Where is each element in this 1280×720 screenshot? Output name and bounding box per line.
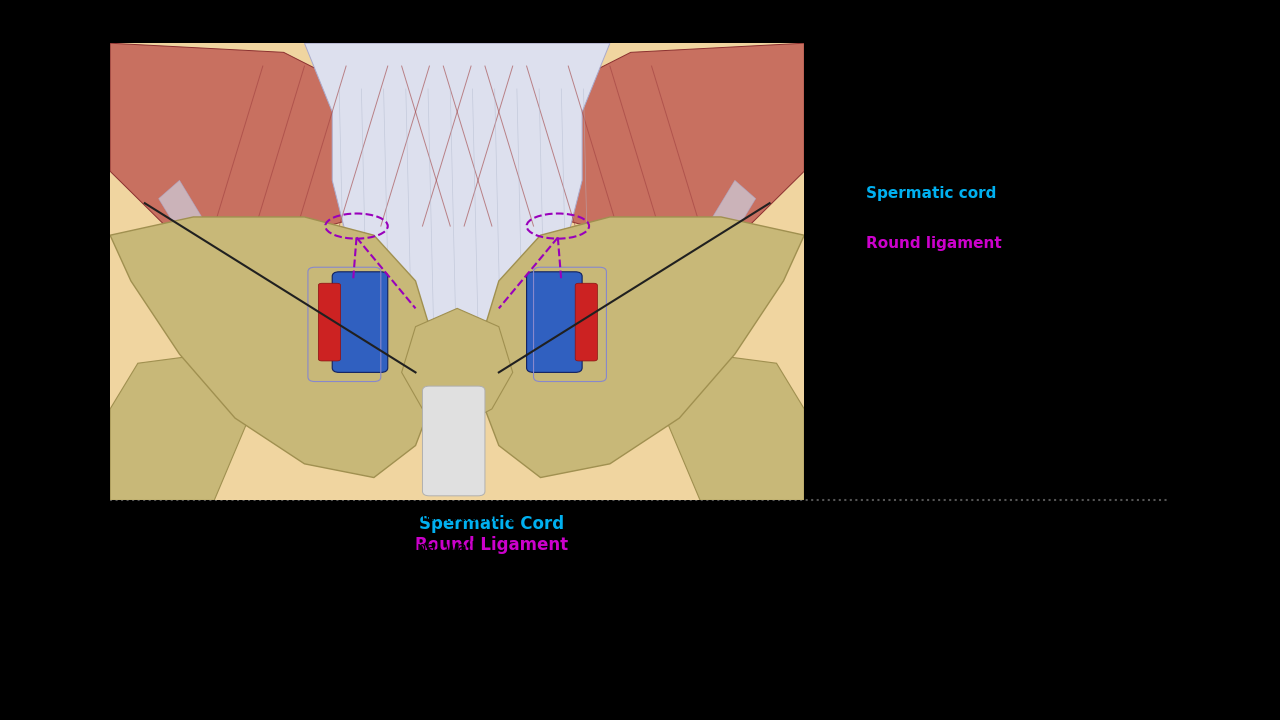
Text: Formed by folds of the: Formed by folds of the — [169, 592, 347, 607]
Text: •: • — [841, 186, 850, 201]
Text: Rectus Sheath: Rectus Sheath — [577, 55, 713, 73]
Text: Inguinal ligament: Inguinal ligament — [625, 592, 776, 607]
Text: the pubic tubercle: the pubic tubercle — [625, 661, 765, 676]
Text: •: • — [607, 592, 616, 610]
Text: Linea alba: Linea alba — [511, 78, 589, 92]
Text: Superficial Inguinal Ring: Superficial Inguinal Ring — [202, 516, 431, 533]
Text: Deep Inguinal Ring: Deep Inguinal Ring — [324, 55, 500, 73]
Text: (: ( — [581, 516, 588, 533]
Text: of the inguinal: of the inguinal — [937, 115, 1052, 130]
Text: deep inguinal: deep inguinal — [860, 509, 977, 524]
Text: F: F — [589, 536, 600, 554]
Text: The Inguinal Ligament & Inguinal Canal (I): The Inguinal Ligament & Inguinal Canal (… — [292, 18, 988, 46]
Text: uterus (F): uterus (F) — [865, 266, 941, 282]
Text: abdominal oblique: abdominal oblique — [169, 626, 325, 642]
Text: (: ( — [581, 536, 588, 554]
Text: ): ) — [600, 536, 607, 554]
Text: •: • — [838, 361, 847, 377]
Text: Anterior
superior
iliac
spine: Anterior superior iliac spine — [179, 132, 242, 199]
Text: cavity through the anterior abdominal wall: cavity through the anterior abdominal wa… — [148, 541, 476, 557]
Text: •: • — [607, 509, 616, 527]
Text: •: • — [129, 509, 140, 527]
FancyBboxPatch shape — [575, 283, 598, 361]
Polygon shape — [159, 181, 388, 318]
Text: Inguinal Ligament: Inguinal Ligament — [699, 516, 868, 533]
Text: | fibrous band extending: | fibrous band extending — [795, 592, 987, 608]
Text: from the anterior superior iliac spine (ASIS) to: from the anterior superior iliac spine (… — [625, 626, 978, 642]
Polygon shape — [110, 354, 248, 500]
Text: Round ligament: Round ligament — [865, 236, 1001, 251]
Text: Round Ligament: Round Ligament — [415, 536, 568, 554]
Text: and: and — [826, 509, 864, 524]
Text: ): ) — [600, 516, 607, 533]
Text: rings: rings — [625, 544, 668, 559]
Text: | passage from the abdominal: | passage from the abdominal — [285, 509, 521, 525]
Text: External
oblique
muscle: External oblique muscle — [762, 137, 826, 187]
FancyBboxPatch shape — [333, 272, 388, 372]
Text: Inguinal nerve: Inguinal nerve — [861, 315, 972, 330]
Polygon shape — [666, 354, 804, 500]
Text: Spermatic Cord: Spermatic Cord — [419, 516, 564, 533]
FancyBboxPatch shape — [422, 386, 485, 496]
Text: canal: canal — [838, 145, 879, 161]
Text: superficial: superficial — [726, 509, 815, 524]
Polygon shape — [471, 217, 804, 477]
Text: aponeurosis: aponeurosis — [339, 626, 436, 642]
Text: of the: of the — [1046, 236, 1096, 251]
Polygon shape — [526, 181, 755, 318]
Text: •: • — [148, 592, 157, 607]
Polygon shape — [305, 43, 609, 336]
Polygon shape — [402, 308, 513, 427]
Text: Inguinal canal: Inguinal canal — [148, 509, 269, 524]
Polygon shape — [110, 43, 402, 244]
Text: (M): (M) — [1037, 186, 1068, 201]
FancyBboxPatch shape — [319, 283, 340, 361]
Polygon shape — [110, 217, 443, 477]
Text: Contents: Contents — [838, 115, 915, 130]
Text: Spermatic cord: Spermatic cord — [865, 186, 996, 201]
Text: Folds form: Folds form — [625, 509, 710, 524]
FancyBboxPatch shape — [526, 272, 582, 372]
Text: •: • — [838, 315, 847, 330]
Text: •: • — [815, 115, 824, 133]
Text: vessels: vessels — [861, 392, 918, 407]
Polygon shape — [513, 43, 804, 244]
Text: Blood and lymphatic: Blood and lymphatic — [861, 361, 1019, 377]
FancyBboxPatch shape — [110, 43, 804, 500]
Text: M: M — [589, 516, 605, 533]
Text: •: • — [841, 236, 850, 251]
Text: external: external — [365, 592, 438, 607]
